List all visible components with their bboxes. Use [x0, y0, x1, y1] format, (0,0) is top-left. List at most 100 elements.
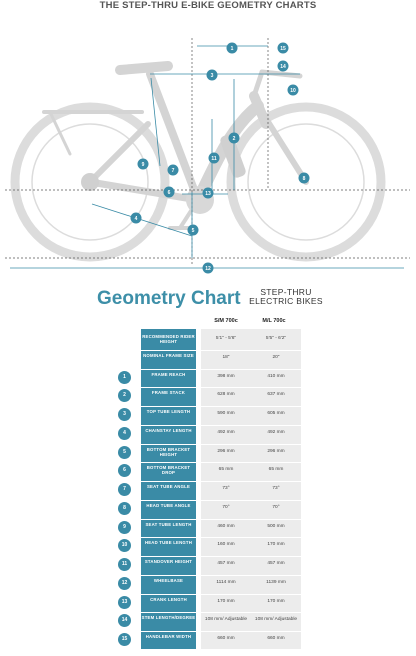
marker-13: 13 [202, 187, 214, 199]
ml-column-background [251, 329, 301, 649]
row-label: CRANK LENGTH [150, 596, 187, 602]
row-label: RECOMMENDED RIDER HEIGHT [142, 334, 195, 344]
table-row: 12 WHEELBASE 1114 mm 1139 mm [0, 574, 416, 593]
cell-ml: 660 mm [267, 636, 285, 641]
cell-sm: 628 mm [217, 392, 235, 398]
cell-ml: 637 mm [267, 392, 285, 398]
row-label: SEAT TUBE ANGLE [146, 484, 191, 489]
table-row: 5 BOTTOM BRACKET HEIGHT 296 mm 296 mm [0, 443, 416, 462]
marker-7: 7 [167, 164, 179, 176]
cell-sm: 660 mm [217, 636, 235, 641]
cell-ml: 492 mm [267, 429, 285, 435]
cell-sm: 160 mm [217, 542, 235, 548]
svg-text:7: 7 [172, 168, 175, 174]
cell-ml: 70° [272, 504, 280, 510]
marker-5: 5 [187, 224, 199, 236]
svg-text:2: 2 [233, 136, 236, 142]
row-number-badge: 5 [118, 445, 131, 459]
marker-11: 11 [208, 152, 220, 164]
row-divider [141, 462, 301, 464]
row-divider [141, 387, 301, 389]
svg-text:10: 10 [290, 88, 296, 94]
marker-15: 15 [277, 42, 289, 54]
svg-text:15: 15 [280, 46, 286, 52]
column-header-ml: M/L 700c [262, 318, 286, 324]
table-row: 4 CHAINSTAY LENGTH 492 mm 492 mm [0, 424, 416, 443]
svg-text:14: 14 [280, 64, 286, 70]
marker-12: 12 [202, 262, 214, 274]
svg-text:13: 13 [205, 191, 211, 197]
table-row: RECOMMENDED RIDER HEIGHT 5'1" - 5'6" 5'5" … [0, 331, 416, 349]
column-header-sm: S/M 700c [214, 318, 238, 324]
row-number-badge: 12 [118, 576, 131, 590]
table-row: 9 SEAT TUBE LENGTH 460 mm 500 mm [0, 518, 416, 537]
row-divider [141, 406, 301, 407]
row-divider [141, 556, 301, 557]
marker-14: 14 [277, 60, 289, 72]
cell-sm: 65 mm [218, 467, 234, 473]
row-label: BOTTOM BRACKET HEIGHT [146, 446, 191, 457]
cell-ml: 73° [272, 486, 280, 491]
marker-2: 2 [228, 132, 240, 144]
svg-text:6: 6 [168, 190, 171, 196]
table-row: 2 FRAME STACK 628 mm 637 mm [0, 387, 416, 405]
cell-ml: 65 mm [268, 467, 284, 473]
row-label: FRAME STACK [151, 390, 186, 396]
marker-9: 9 [137, 158, 149, 170]
row-label: SEAT TUBE LENGTH [145, 521, 192, 527]
cell-ml: 108 mm/ Adjustable [254, 617, 298, 623]
marker-1: 1 [226, 42, 238, 54]
row-label: HEAD TUBE LENGTH [144, 540, 193, 546]
cell-sm: 590 mm [217, 411, 235, 416]
row-number-badge: 4 [118, 426, 131, 440]
row-divider [141, 593, 301, 595]
table-row: 14 STEM LENGTH/DEGREE 108 mm/ Adjustable 10… [0, 612, 416, 630]
cell-ml: 170 mm [267, 598, 285, 604]
row-label: STEM LENGTH/DEGREE [141, 615, 196, 621]
row-divider [141, 424, 301, 426]
row-divider [141, 499, 301, 501]
cell-sm: 492 mm [217, 429, 235, 435]
row-label: HANDLEBAR WIDTH [145, 634, 192, 639]
cell-sm: 398 mm [217, 373, 235, 379]
svg-text:4: 4 [135, 216, 138, 222]
cell-sm: 108 mm/ Adjustable [204, 617, 248, 623]
row-number-badge: 3 [118, 408, 131, 421]
row-number-badge: 14 [118, 614, 131, 628]
row-label: FRAME REACH [151, 371, 186, 377]
marker-4: 4 [130, 212, 142, 224]
cell-ml: 170 mm [267, 542, 285, 548]
table-row: 8 HEAD TUBE ANGLE 70° 70° [0, 499, 416, 518]
cell-sm: 5'1" - 5'6" [215, 336, 237, 341]
diagram-markers: 1 2 3 4 5 6 7 8 9 10 11 12 13 14 15 [130, 42, 310, 274]
svg-text:5: 5 [192, 228, 195, 234]
row-number-badge: 6 [118, 464, 131, 478]
row-divider [141, 518, 301, 520]
svg-text:9: 9 [142, 162, 145, 168]
row-divider [141, 574, 301, 576]
row-number-badge: 10 [118, 539, 131, 553]
table-row: 7 SEAT TUBE ANGLE 73° 73° [0, 481, 416, 499]
label-column-background [141, 329, 196, 649]
table-row: 6 BOTTOM BRACKET DROP 65 mm 65 mm [0, 462, 416, 480]
row-label: STANDOVER HEIGHT [144, 559, 193, 564]
table-row: 13 CRANK LENGTH 170 mm 170 mm [0, 593, 416, 612]
chart-subtitle-line2: ELECTRIC BIKES [249, 296, 323, 306]
table-row: 11 STANDOVER HEIGHT 457 mm 457 mm [0, 556, 416, 574]
table-row: 10 HEAD TUBE LENGTH 160 mm 170 mm [0, 537, 416, 555]
table-row: NOMINAL FRAME SIZE 18" 20" [0, 349, 416, 368]
row-label: WHEELBASE [153, 577, 184, 583]
marker-8: 8 [298, 172, 310, 184]
chart-subtitle: STEP-THRU ELECTRIC BIKES [246, 288, 326, 306]
row-divider [141, 481, 301, 482]
cell-ml: 1139 mm [266, 579, 286, 585]
marker-3: 3 [206, 69, 218, 81]
cell-sm: 460 mm [217, 523, 235, 529]
cell-sm: 170 mm [217, 598, 235, 604]
row-label: HEAD TUBE ANGLE [146, 502, 191, 508]
cell-sm: 70° [222, 504, 230, 510]
svg-text:8: 8 [303, 176, 306, 182]
cell-ml: 500 mm [267, 523, 285, 529]
row-number-badge: 8 [118, 501, 131, 515]
row-number-badge: 9 [118, 520, 131, 534]
